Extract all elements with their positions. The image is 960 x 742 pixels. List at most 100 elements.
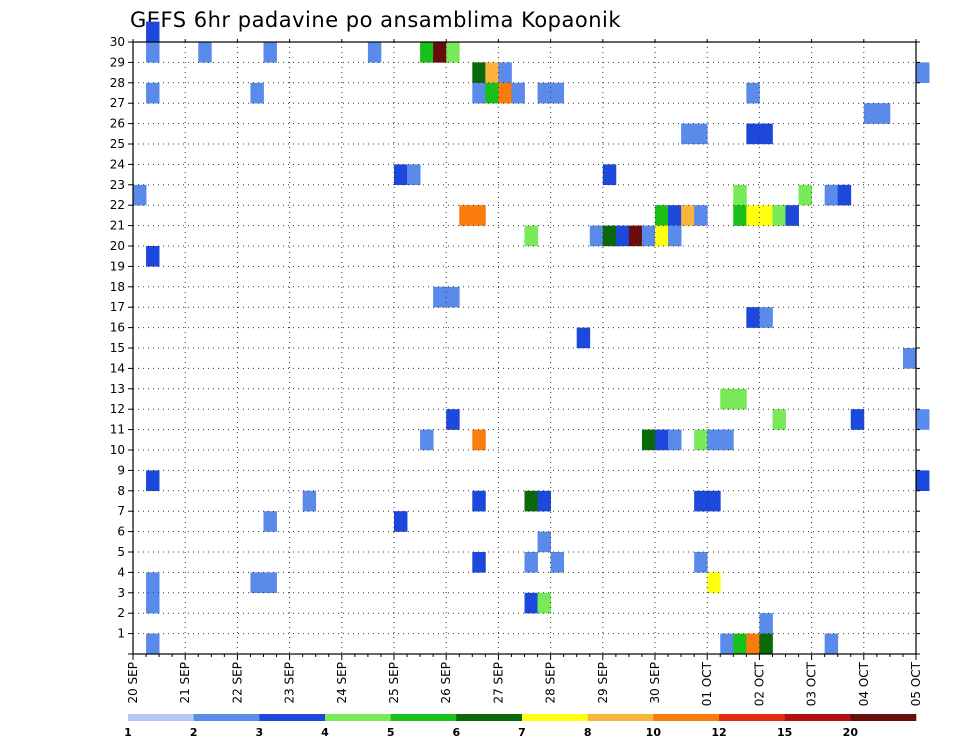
x-tick-label: 21 SEP: [178, 662, 192, 704]
heatmap-cell: [472, 552, 486, 573]
y-tick-label: 18: [110, 280, 125, 294]
heatmap-cell: [615, 225, 630, 247]
heatmap-cell: [785, 205, 799, 226]
y-tick-label: 14: [110, 361, 125, 375]
heatmap-cell: [146, 42, 160, 63]
y-tick-label: 16: [110, 321, 125, 335]
heatmap-cell: [707, 572, 721, 593]
colorbar-label: 1: [124, 726, 132, 739]
heatmap-cell: [498, 82, 512, 104]
y-tick-label: 12: [110, 402, 125, 416]
heatmap-cell: [720, 388, 734, 410]
heatmap-cell: [146, 592, 160, 614]
heatmap-cell: [433, 286, 447, 308]
y-tick-label: 3: [117, 586, 125, 600]
heatmap-cell: [524, 490, 538, 512]
colorbar-swatch: [587, 714, 654, 721]
heatmap-cell: [759, 205, 773, 226]
heatmap-cell: [472, 429, 486, 451]
heatmap-cell: [694, 205, 708, 226]
heatmap-cell: [837, 184, 852, 206]
heatmap-cell: [694, 490, 708, 512]
heatmap-cell: [641, 429, 656, 451]
heatmap-cell: [146, 633, 160, 655]
x-tick-label: 27 SEP: [491, 662, 505, 704]
heatmap-cell: [863, 103, 878, 124]
heatmap-cell: [707, 490, 721, 512]
heatmap-cell: [759, 307, 773, 328]
heatmap-cell: [537, 592, 551, 614]
colorbar-swatch: [193, 714, 260, 721]
colorbar-label: 7: [518, 726, 526, 739]
heatmap-cell: [394, 511, 408, 532]
heatmap-cell: [759, 123, 773, 145]
heatmap-cell: [602, 164, 617, 185]
y-tick-label: 13: [110, 382, 125, 396]
heatmap-cell: [511, 82, 525, 104]
y-tick-label: 17: [110, 300, 125, 314]
heatmap-cell: [302, 490, 317, 512]
heatmap-cell: [550, 552, 565, 573]
y-tick-label: 19: [110, 259, 125, 273]
y-tick-label: 1: [117, 627, 125, 641]
x-tick-label: 26 SEP: [439, 662, 453, 704]
heatmap-cell: [576, 327, 591, 349]
heatmap-cell: [824, 184, 839, 206]
y-tick-label: 6: [117, 525, 125, 539]
heatmap-cell: [655, 225, 669, 247]
heatmap-cell: [628, 225, 643, 247]
heatmap-cell: [746, 205, 760, 226]
colorbar-swatch: [522, 714, 588, 721]
heatmap-cell: [681, 123, 695, 145]
heatmap-cell: [537, 82, 551, 104]
heatmap-cell: [537, 490, 551, 512]
heatmap-cell: [694, 552, 708, 573]
heatmap-cell: [485, 62, 499, 83]
heatmap-cell: [146, 21, 160, 43]
y-tick-label: 10: [110, 443, 125, 457]
heatmap-cell: [916, 470, 930, 491]
heatmap-cell: [720, 429, 734, 451]
heatmap-cell: [485, 82, 499, 104]
x-tick-label: 28 SEP: [544, 662, 558, 704]
colorbar-swatch: [325, 714, 391, 721]
colorbar: 1 2 3 4 5 6 7 8 10 12 15 20: [124, 714, 917, 739]
heatmap-cell: [263, 42, 277, 63]
heatmap-cell: [498, 62, 512, 83]
colorbar-swatch: [784, 714, 851, 721]
heatmap-cell: [524, 592, 538, 614]
y-tick-label: 29: [110, 55, 125, 69]
heatmap-cell: [707, 429, 721, 451]
colorbar-swatch: [850, 714, 917, 721]
heatmap-cell: [537, 531, 551, 553]
y-tick-label: 15: [110, 341, 125, 355]
y-tick-label: 2: [117, 606, 125, 620]
colorbar-swatch: [719, 714, 785, 721]
heatmap-cell: [446, 42, 460, 63]
heatmap-cell: [420, 429, 434, 451]
colorbar-label: 5: [387, 726, 395, 739]
heatmap-cell: [746, 123, 760, 145]
colorbar-label: 15: [777, 726, 792, 739]
heatmap-cell: [824, 633, 839, 655]
heatmap-cell: [146, 82, 160, 104]
y-tick-label: 25: [110, 137, 125, 151]
x-tick-label: 29 SEP: [596, 662, 610, 704]
colorbar-label: 12: [711, 726, 726, 739]
y-tick-label: 28: [110, 76, 125, 90]
heatmap-cell: [733, 205, 747, 226]
heatmap-cell: [733, 633, 747, 655]
y-tick-label: 27: [110, 96, 125, 110]
heatmap-cell: [746, 633, 760, 655]
x-tick-label: 22 SEP: [230, 662, 244, 704]
heatmap-cell: [798, 184, 812, 206]
heatmap-cell: [694, 429, 708, 451]
ticks-layer: [128, 39, 920, 660]
x-axis-labels: 20 SEP 21 SEP 22 SEP 23 SEP 24 SEP 25 SEP 26 S…: [126, 661, 923, 706]
colorbar-label: 2: [190, 726, 198, 739]
heatmap-cell: [250, 572, 264, 593]
heatmap-cell: [263, 572, 277, 593]
colorbar-label: 3: [256, 726, 264, 739]
cells-layer: [133, 21, 930, 655]
heatmap-cell: [641, 225, 656, 247]
